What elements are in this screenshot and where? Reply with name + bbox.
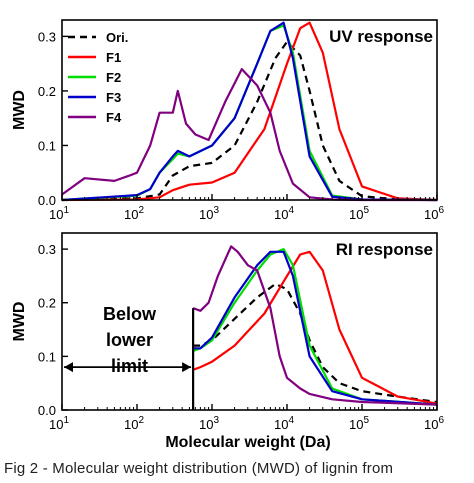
x-axis-ticks	[61, 404, 438, 410]
x-tick-exponent: 4	[288, 415, 294, 426]
series-line-f3	[193, 250, 438, 406]
plot-frame	[61, 232, 438, 411]
y-tick-label: 0.0	[38, 403, 56, 418]
x-axis-title: Molecular weight (Da)	[165, 434, 330, 451]
series-lines	[192, 245, 438, 406]
y-tick-label: 0.1	[38, 138, 56, 153]
arrowhead-right	[182, 362, 192, 373]
x-tick-exponent: 1	[63, 415, 69, 426]
x-tick-label: 102	[124, 415, 144, 432]
y-tick-label: 0.0	[38, 193, 56, 208]
x-tick-label: 104	[274, 415, 294, 432]
x-tick-label: 104	[274, 205, 294, 222]
panel-title: UV response	[329, 27, 433, 46]
y-tick-label: 0.2	[38, 84, 56, 99]
series-line-ori	[193, 282, 438, 404]
x-tick-exponent: 4	[288, 205, 294, 216]
x-axis-ticks	[61, 194, 438, 200]
x-tick-exponent: 6	[438, 205, 444, 216]
series-line-f4	[61, 68, 437, 202]
series-line-f2	[192, 248, 438, 406]
arrowhead-left	[64, 362, 73, 373]
x-tick-exponent: 3	[213, 415, 219, 426]
series-line-f1	[192, 250, 438, 405]
legend: Ori. F1 F2 F3 F4	[68, 30, 128, 125]
x-tick-label: 105	[349, 415, 369, 432]
x-tick-exponent: 5	[363, 415, 369, 426]
annotation-line: Below	[103, 304, 157, 324]
annotation-line: limit	[111, 356, 148, 376]
series-line-ori	[61, 40, 438, 202]
x-tick-exponent: 1	[63, 205, 69, 216]
y-tick-label: 0.3	[38, 242, 56, 257]
x-tick-exponent: 6	[438, 415, 444, 426]
legend-label: F3	[106, 90, 121, 105]
y-tick-label: 0.2	[38, 296, 56, 311]
series-line-f4	[192, 245, 438, 406]
x-tick-exponent: 5	[363, 205, 369, 216]
x-tick-label: 103	[199, 205, 219, 222]
x-tick-label: 106	[424, 205, 444, 222]
annotation-line: lower	[106, 330, 153, 350]
y-tick-label: 0.1	[38, 349, 56, 364]
legend-label: F2	[106, 70, 121, 85]
panel-title: RI response	[336, 240, 433, 259]
y-axis-title: MWD	[11, 302, 28, 342]
y-axis-title: MWD	[11, 90, 28, 130]
x-tick-exponent: 3	[213, 205, 219, 216]
x-tick-label: 103	[199, 415, 219, 432]
x-tick-label: 102	[124, 205, 144, 222]
plot-frame	[61, 19, 438, 201]
legend-label: F1	[106, 50, 121, 65]
series-lines	[61, 21, 438, 202]
x-tick-exponent: 2	[138, 205, 144, 216]
figure-caption: Fig 2 - Molecular weight distribution (M…	[4, 460, 394, 477]
series-line-f1	[61, 21, 438, 202]
legend-label: Ori.	[106, 30, 128, 45]
legend-label: F4	[106, 110, 122, 125]
x-tick-label: 105	[349, 205, 369, 222]
x-tick-label: 106	[424, 415, 444, 432]
series-line-f3	[61, 21, 438, 202]
x-tick-exponent: 2	[138, 415, 144, 426]
y-tick-label: 0.3	[38, 29, 56, 44]
